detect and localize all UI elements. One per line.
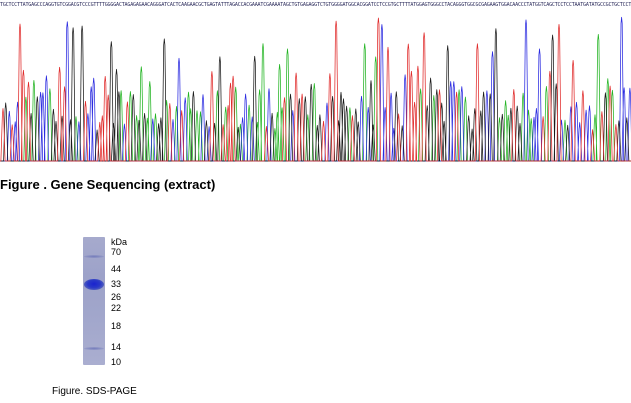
sds-page-lane [83,237,105,365]
sequencing-chromatogram [0,16,631,162]
sequencing-figure: TGCTCCTTATGAGCCCAGGTGTCGGACGTCCCGTTTTGGG… [0,0,631,168]
trace-A [0,34,631,162]
ladder-marker: 14 [111,342,122,352]
ladder-marker: 10 [111,357,122,367]
faint-band-lower [84,347,104,350]
ladder-marker: 33 [111,279,122,289]
chromatogram-traces [0,16,631,162]
molecular-weight-ladder: kDa 70 44 33 26 22 18 14 10 [111,237,151,372]
sds-page-caption: Figure. SDS-PAGE [52,386,137,397]
ladder-marker: 22 [111,303,122,313]
ladder-marker: 18 [111,321,122,331]
trace-C [0,16,631,162]
trace-T [0,17,631,162]
protein-band [84,279,104,290]
sequence-base-calls: TGCTCCTTATGAGCCCAGGTGTCGGACGTCCCGTTTTGGG… [0,2,631,8]
ladder-marker: 70 [111,247,122,257]
ladder-marker: 44 [111,264,122,274]
sequencing-caption: Figure . Gene Sequencing (extract) [0,177,216,192]
faint-band-upper [84,255,104,258]
ladder-marker: 26 [111,292,122,302]
ladder-unit: kDa [111,237,128,247]
